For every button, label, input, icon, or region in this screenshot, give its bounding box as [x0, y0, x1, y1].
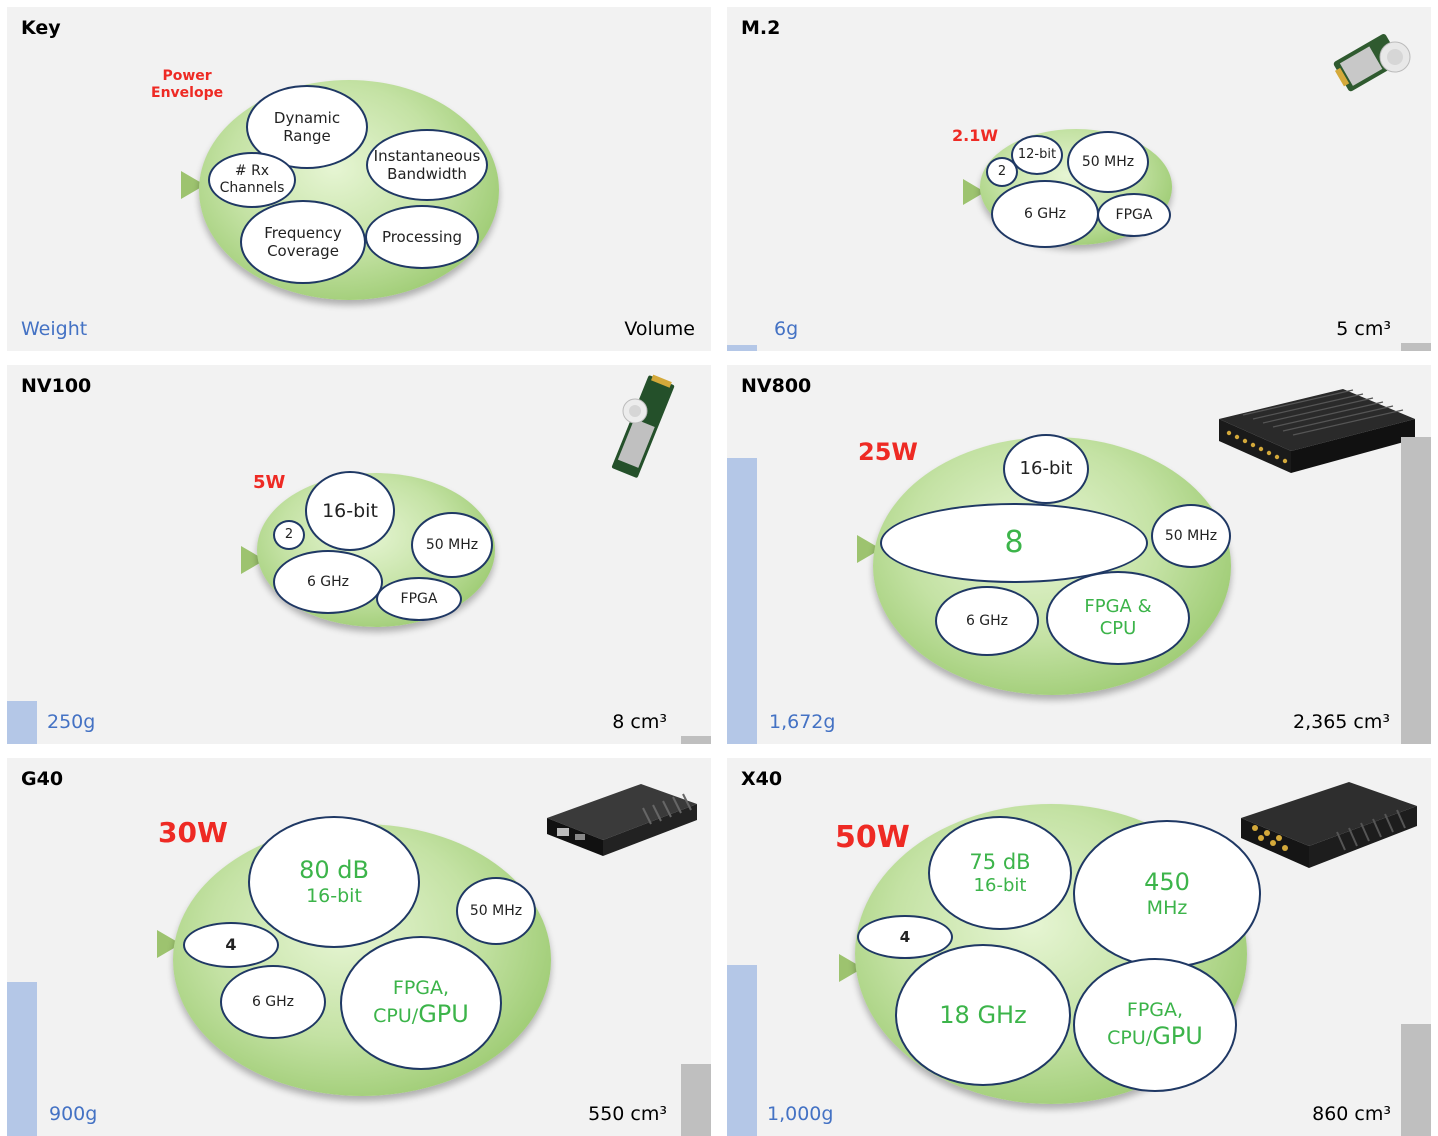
bandwidth-bubble: 50 MHz: [456, 877, 536, 945]
m2-module-image: [1333, 34, 1411, 92]
channels-bubble: 2: [986, 157, 1018, 187]
volume-bar: [681, 1064, 711, 1136]
weight-value: 1,000g: [767, 1103, 834, 1125]
bandwidth-bubble: Instantaneous Bandwidth: [366, 129, 488, 201]
panel-title: X40: [741, 768, 783, 790]
processing-bubble: FPGA, CPU/GPU: [1073, 958, 1237, 1092]
dynamic-range-bubble: 75 dB 16-bit: [928, 816, 1072, 930]
frequency-bubble: 6 GHz: [273, 550, 383, 614]
power-envelope-label: Power Envelope: [151, 68, 224, 101]
weight-bar: [7, 982, 37, 1136]
volume-value: 5 cm³: [1336, 318, 1391, 340]
x40-device-image: [1241, 782, 1417, 868]
power-label: 25W: [858, 438, 918, 466]
weight-value: 1,672g: [769, 711, 836, 733]
volume-bar: [1401, 1024, 1431, 1136]
volume-bar: [681, 736, 711, 744]
weight-bar: [727, 965, 757, 1136]
weight-bar: [7, 701, 37, 744]
nv800-device-image: [1219, 389, 1415, 473]
volume-label: Volume: [624, 318, 695, 340]
nv800-panel: NV800 25W 16-bit 8 50 MHz 6 GHz FPGA & CP…: [727, 365, 1431, 744]
frequency-bubble: 18 GHz: [895, 944, 1071, 1086]
channels-bubble: 4: [857, 915, 953, 959]
volume-bar: [1401, 437, 1431, 744]
power-label: 30W: [158, 816, 228, 849]
frequency-bubble: 6 GHz: [935, 586, 1039, 656]
panel-title: NV800: [741, 375, 812, 397]
weight-bar: [727, 345, 757, 351]
bit-depth-bubble: 16-bit: [1003, 434, 1089, 504]
nv100-panel: NV100 5W 16-bit 2 50 MHz 6 GHz FPGA 250g…: [7, 365, 711, 744]
bandwidth-bubble: 50 MHz: [1067, 131, 1149, 193]
nv100-module-image: [611, 374, 675, 478]
bandwidth-bubble: 50 MHz: [411, 512, 493, 578]
key-panel: Key Power Envelope Dynamic Range Instanta…: [7, 7, 711, 351]
volume-bar: [1401, 343, 1431, 351]
processing-bubble: FPGA: [376, 577, 462, 621]
frequency-bubble: 6 GHz: [220, 965, 326, 1039]
bit-depth-bubble: 16-bit: [305, 471, 395, 551]
panel-title: Key: [21, 17, 61, 39]
power-label: 5W: [253, 472, 286, 493]
frequency-coverage-bubble: Frequency Coverage: [240, 200, 366, 284]
power-label: 50W: [835, 820, 910, 855]
channels-bubble: 8: [880, 503, 1148, 583]
rx-channels-bubble: # Rx Channels: [208, 152, 296, 208]
bit-depth-bubble: 12-bit: [1011, 135, 1063, 175]
volume-value: 860 cm³: [1312, 1103, 1391, 1125]
frequency-bubble: 6 GHz: [991, 180, 1099, 248]
volume-value: 550 cm³: [588, 1103, 667, 1125]
weight-value: 900g: [49, 1103, 98, 1125]
processing-bubble: FPGA & CPU: [1046, 571, 1190, 665]
x40-panel: X40 50W 75 dB 16-bit 450 MHz 4 18 GHz FP…: [727, 758, 1431, 1136]
bandwidth-bubble: 450 MHz: [1073, 820, 1261, 968]
power-arrow: [963, 179, 985, 205]
weight-value: 6g: [774, 318, 799, 340]
power-label: 2.1W: [952, 126, 998, 145]
g40-device-image: [547, 784, 697, 856]
g40-panel: G40 30W 80 dB 16-bit 50 MHz 4 6 GHz FPGA…: [7, 758, 711, 1136]
volume-value: 2,365 cm³: [1292, 711, 1390, 733]
volume-value: 8 cm³: [612, 711, 667, 733]
processing-bubble: FPGA, CPU/GPU: [340, 936, 502, 1070]
processing-bubble: Processing: [365, 205, 479, 269]
channels-bubble: 4: [183, 922, 279, 968]
bandwidth-bubble: 50 MHz: [1151, 504, 1231, 568]
channels-bubble: 2: [273, 520, 305, 550]
weight-value: 250g: [47, 711, 96, 733]
panel-title: G40: [21, 768, 64, 790]
weight-bar: [727, 458, 757, 744]
m2-panel: M.2 2.1W 12-bit 50 MHz 2 6 GHz FPGA 6g 5…: [727, 7, 1431, 351]
processing-bubble: FPGA: [1097, 193, 1171, 237]
panel-title: M.2: [741, 17, 781, 39]
panel-title: NV100: [21, 375, 92, 397]
dynamic-range-bubble: Dynamic Range: [246, 85, 368, 169]
dynamic-range-bubble: 80 dB 16-bit: [248, 816, 420, 948]
weight-label: Weight: [21, 318, 88, 340]
